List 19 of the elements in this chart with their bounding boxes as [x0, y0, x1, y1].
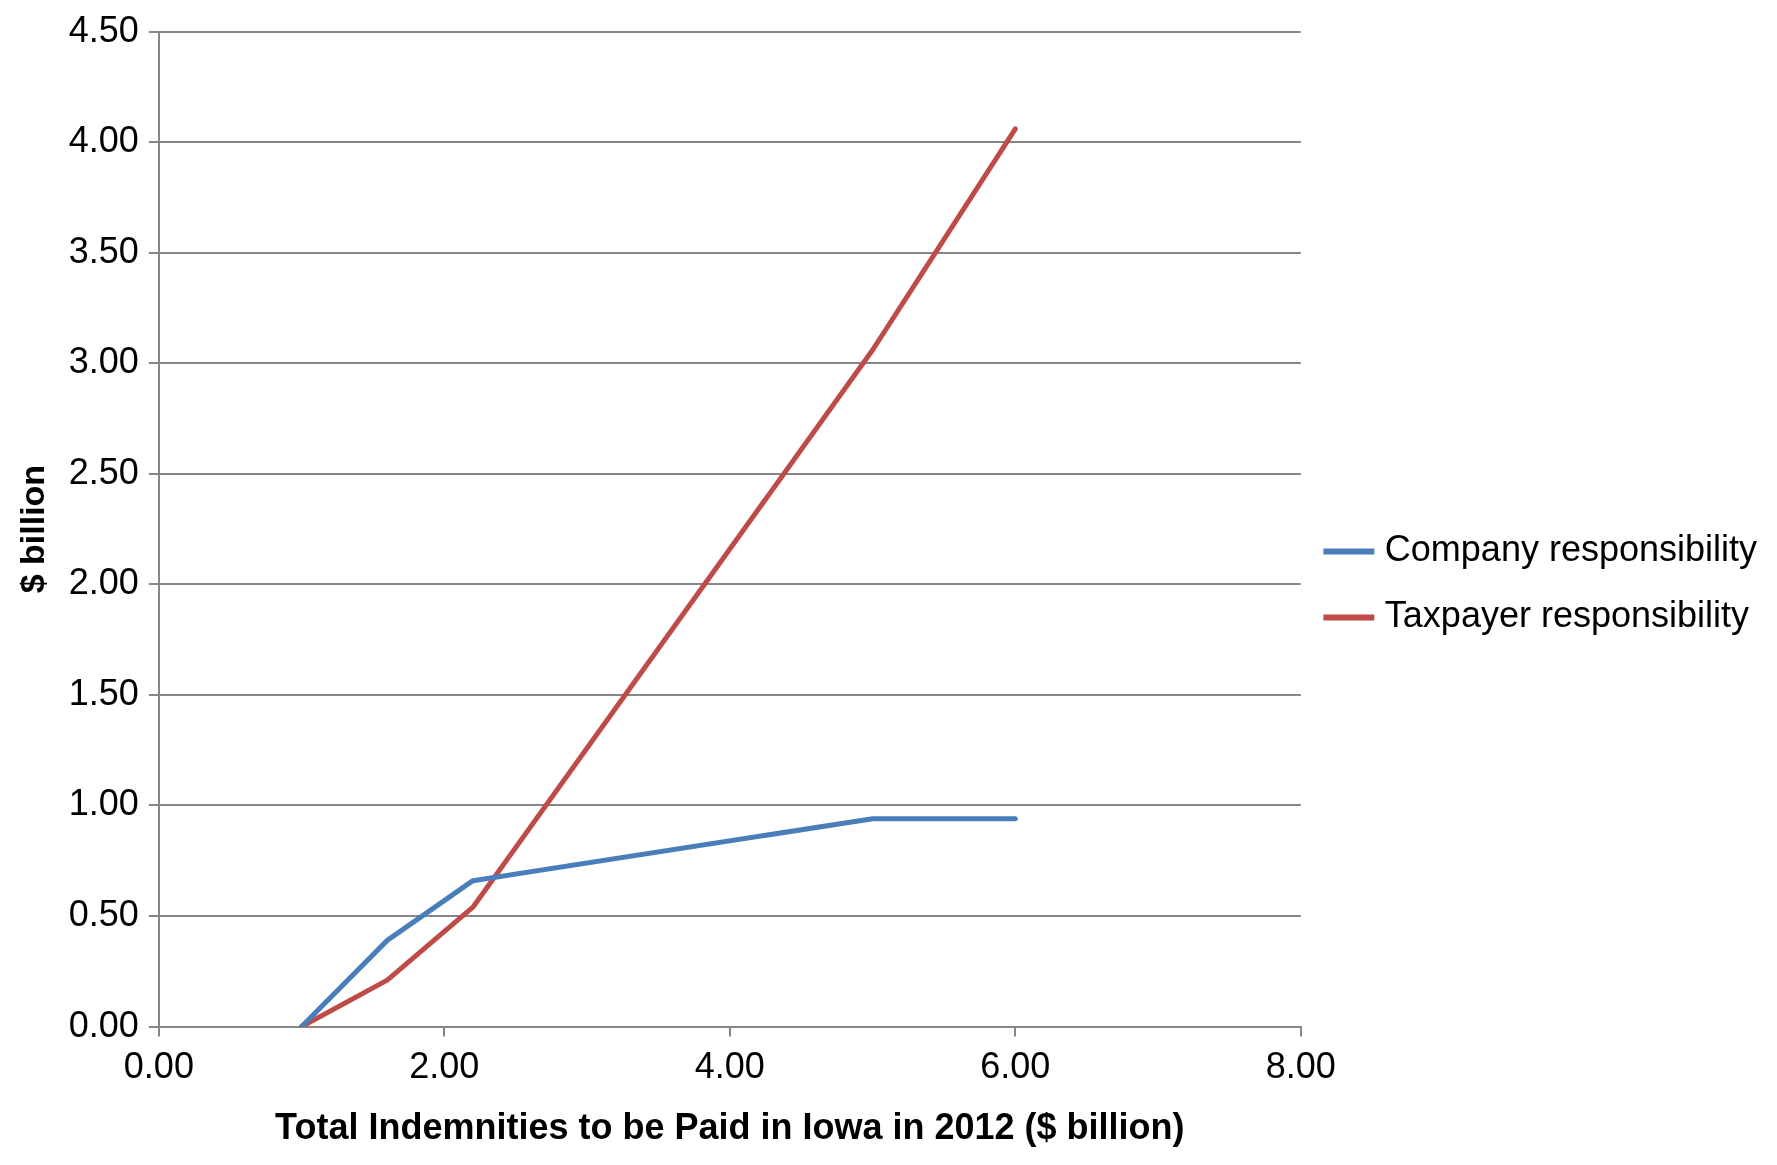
y-tick-label: 3.00 — [68, 340, 139, 382]
y-tick-label: 4.00 — [68, 119, 139, 161]
x-tick-label: 8.00 — [1265, 1045, 1336, 1087]
x-tick-label: 4.00 — [694, 1045, 765, 1087]
y-tick-label: 0.50 — [68, 892, 139, 934]
y-axis-title: $ billion — [12, 464, 51, 594]
y-tick-label: 0.00 — [68, 1003, 139, 1045]
x-tick-label: 2.00 — [409, 1045, 480, 1087]
x-axis-title: Total Indemnities to be Paid in Iowa in 2012 ($ billion) — [275, 1106, 1185, 1148]
x-tick-label: 0.00 — [123, 1045, 194, 1087]
y-tick-label: 1.50 — [68, 671, 139, 713]
y-tick-label: 2.00 — [68, 561, 139, 603]
y-tick-label: 1.00 — [68, 782, 139, 824]
x-tick-label: 6.00 — [980, 1045, 1051, 1087]
legend-label: Company responsibility — [1384, 528, 1758, 570]
y-tick-label: 2.50 — [68, 450, 139, 492]
y-tick-label: 4.50 — [68, 8, 139, 50]
legend-label: Taxpayer responsibility — [1384, 594, 1750, 636]
y-tick-label: 3.50 — [68, 229, 139, 271]
